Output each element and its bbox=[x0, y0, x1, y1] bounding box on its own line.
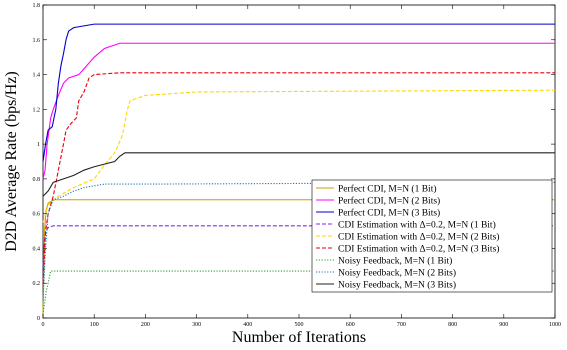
y-tick-label: 0.8 bbox=[33, 177, 41, 183]
legend-label: CDI Estimation with Δ=0.2, M=N (2 Bits) bbox=[338, 231, 499, 242]
series-line-4 bbox=[42, 225, 555, 266]
x-tick-label: 1000 bbox=[549, 322, 561, 328]
y-tick-label: 0 bbox=[37, 316, 40, 322]
y-tick-label: 1.2 bbox=[33, 107, 41, 113]
x-tick-label: 400 bbox=[243, 322, 252, 328]
x-tick-label: 0 bbox=[42, 322, 45, 328]
series-line-9 bbox=[42, 152, 555, 197]
series-line-5 bbox=[42, 89, 556, 223]
y-tick-label: 0.6 bbox=[33, 212, 41, 218]
series-line-2 bbox=[42, 42, 555, 180]
legend-label: Perfect CDI, M=N (1 Bit) bbox=[338, 183, 437, 194]
x-tick-label: 500 bbox=[295, 322, 304, 328]
legend-label: Noisy Feedback, M=N (1 Bit) bbox=[338, 255, 452, 266]
x-tick-label: 200 bbox=[141, 322, 150, 328]
y-axis-label: D2D Average Rate (bps/Hz) bbox=[3, 71, 20, 252]
y-tick-label: 1.8 bbox=[33, 3, 41, 9]
legend-label: Noisy Feedback, M=N (3 Bits) bbox=[338, 279, 456, 290]
y-tick-label: 1.4 bbox=[33, 73, 41, 79]
legend-label: Perfect CDI, M=N (2 Bits) bbox=[338, 195, 440, 206]
axes-layer: 0 100 200 300 400 500 600 700 800 900 1000 0 0.2 0.4 0… bbox=[33, 3, 562, 328]
series-line-3 bbox=[42, 23, 555, 162]
x-tick-label: 100 bbox=[90, 322, 99, 328]
series-line-7 bbox=[42, 270, 555, 315]
x-tick-label: 700 bbox=[397, 322, 406, 328]
x-tick-label: 900 bbox=[499, 322, 508, 328]
legend: Perfect CDI, M=N (1 Bit)Perfect CDI, M=N… bbox=[311, 179, 553, 293]
y-tick-label: 1.6 bbox=[33, 38, 41, 44]
legend-label: CDI Estimation with Δ=0.2, M=N (3 Bits) bbox=[338, 243, 499, 254]
y-tick-label: 0.2 bbox=[33, 281, 41, 287]
x-tick-label: 300 bbox=[192, 322, 201, 328]
x-tick-label: 800 bbox=[448, 322, 457, 328]
legend-label: Perfect CDI, M=N (3 Bits) bbox=[338, 207, 440, 218]
x-tick-label: 600 bbox=[346, 322, 355, 328]
y-tick-label: 0.4 bbox=[33, 246, 41, 252]
x-axis-label: Number of Iterations bbox=[232, 329, 366, 346]
legend-box bbox=[311, 179, 553, 293]
y-tick-label: 1 bbox=[37, 142, 40, 148]
series-line-8 bbox=[42, 181, 556, 301]
legend-label: Noisy Feedback, M=N (2 Bits) bbox=[338, 267, 456, 278]
series-layer bbox=[42, 23, 556, 315]
legend-label: CDI Estimation with Δ=0.2, M=N (1 Bit) bbox=[338, 219, 496, 230]
